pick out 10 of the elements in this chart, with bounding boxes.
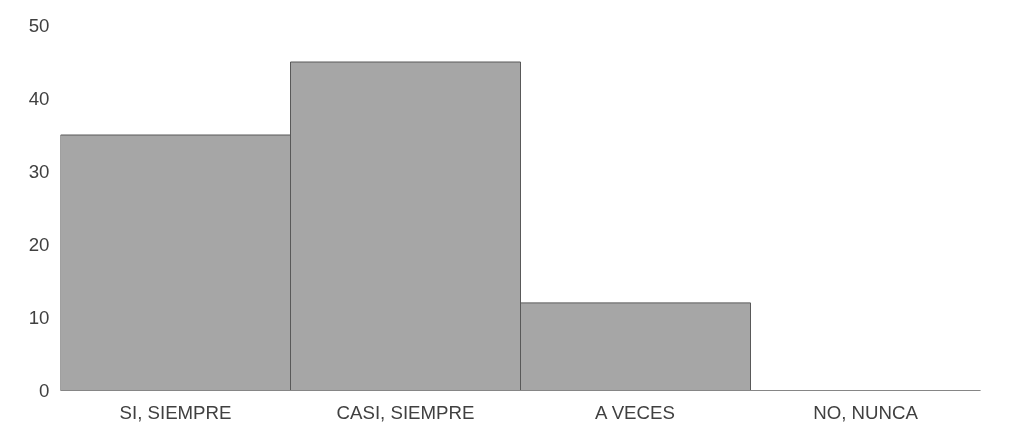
- y-tick-label: 0: [39, 380, 50, 401]
- x-tick-label: NO, NUNCA: [813, 401, 919, 423]
- x-tick-label: A VECES: [595, 401, 675, 423]
- x-tick-label: SI, SIEMPRE: [119, 401, 232, 423]
- y-tick-label: 40: [28, 88, 50, 109]
- y-tick-label: 50: [28, 15, 50, 36]
- x-tick-label: CASI, SIEMPRE: [336, 401, 475, 423]
- y-tick-label: 30: [28, 161, 50, 182]
- y-tick-label: 20: [28, 234, 50, 255]
- y-tick-label: 10: [28, 307, 50, 328]
